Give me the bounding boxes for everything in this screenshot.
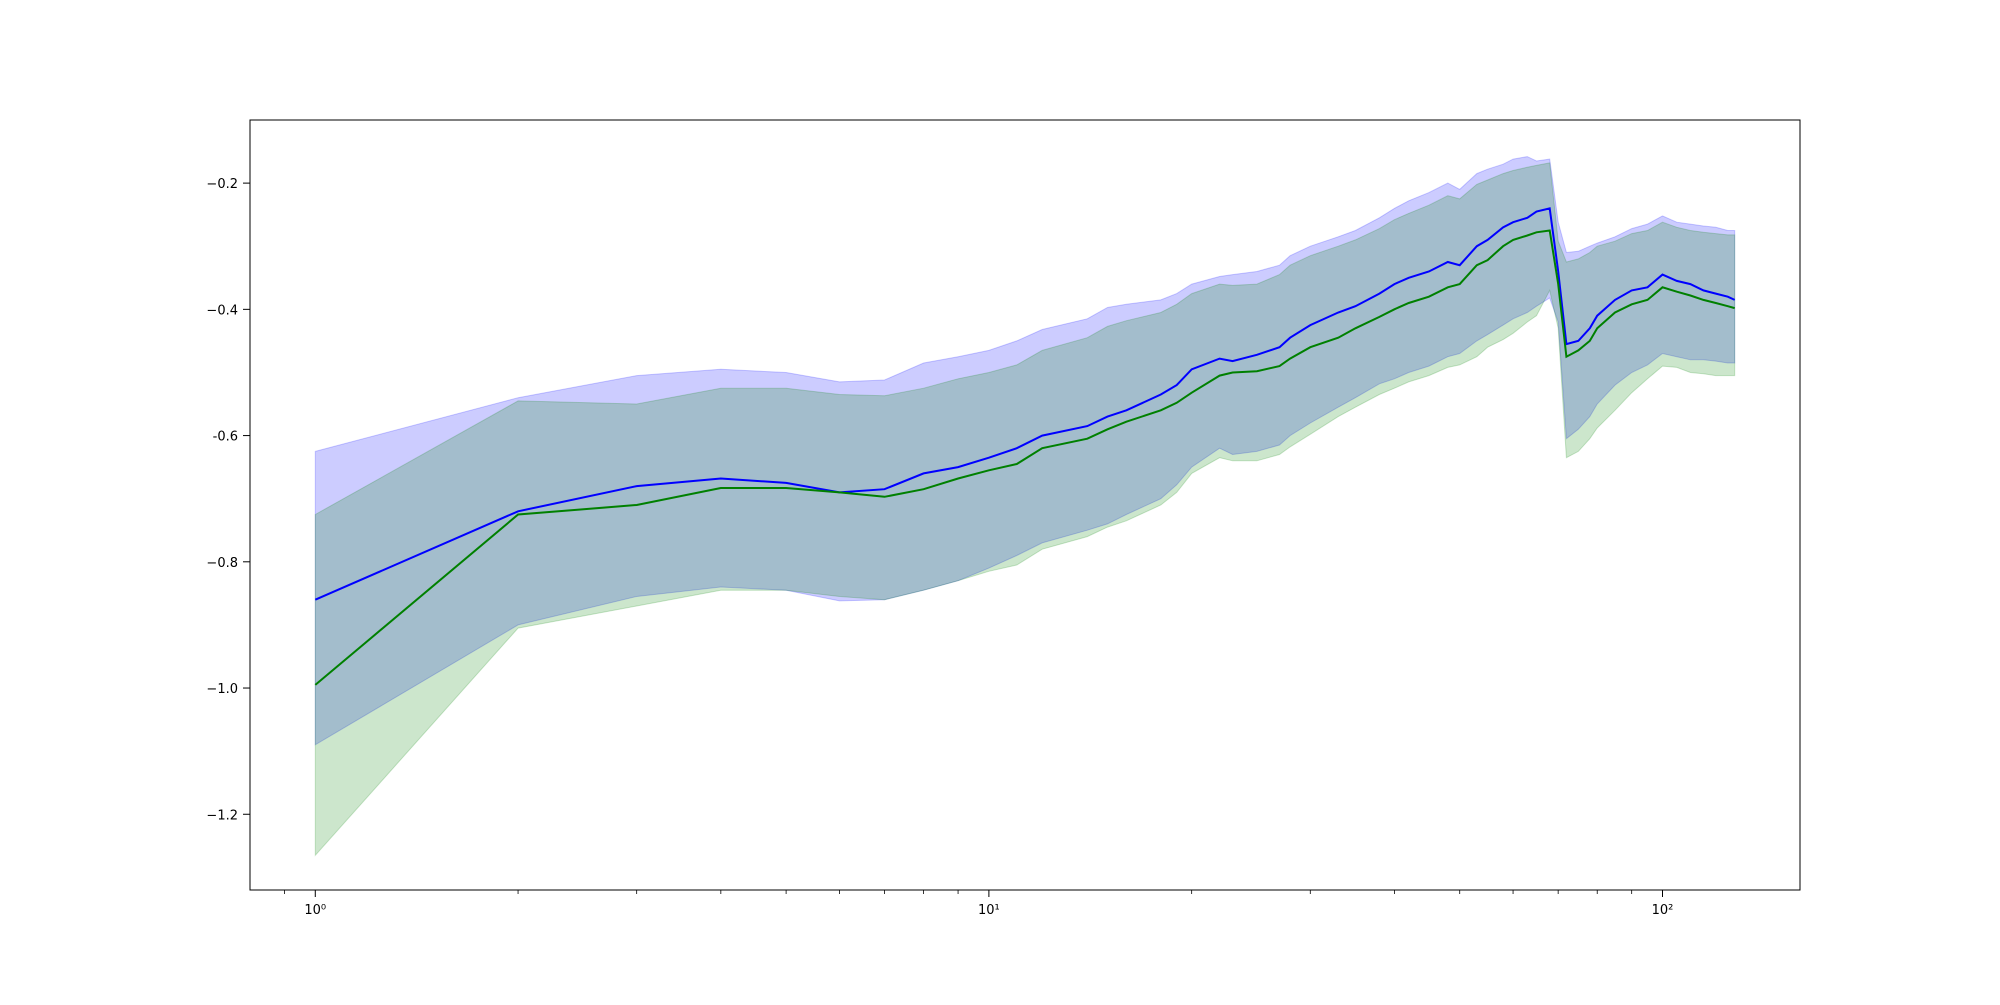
x-tick-label: 10² <box>1652 903 1674 918</box>
series-1-band <box>314 156 1736 746</box>
y-tick-label: −0.8 <box>206 556 238 571</box>
series-2-line <box>314 229 1735 686</box>
y-axis: −0.2 −0.4 -0.6 −0.8 −1.0 −1.2 <box>206 177 250 823</box>
y-tick-label: −1.2 <box>206 808 238 823</box>
confidence-bands <box>314 156 1736 857</box>
y-tick-label: −0.4 <box>206 303 238 318</box>
x-tick-label: 10⁰ <box>304 903 326 918</box>
series-lines <box>314 207 1736 686</box>
x-tick-label: 10¹ <box>978 903 1000 918</box>
y-tick-label: −0.2 <box>206 177 238 192</box>
series-1-line <box>314 207 1736 601</box>
y-tick-label: -0.6 <box>213 430 238 445</box>
series-2-band <box>314 162 1736 857</box>
x-axis: 10⁰ 10¹ 10² <box>284 890 1673 918</box>
y-tick-label: −1.0 <box>206 682 238 697</box>
plot-frame <box>249 119 1801 891</box>
